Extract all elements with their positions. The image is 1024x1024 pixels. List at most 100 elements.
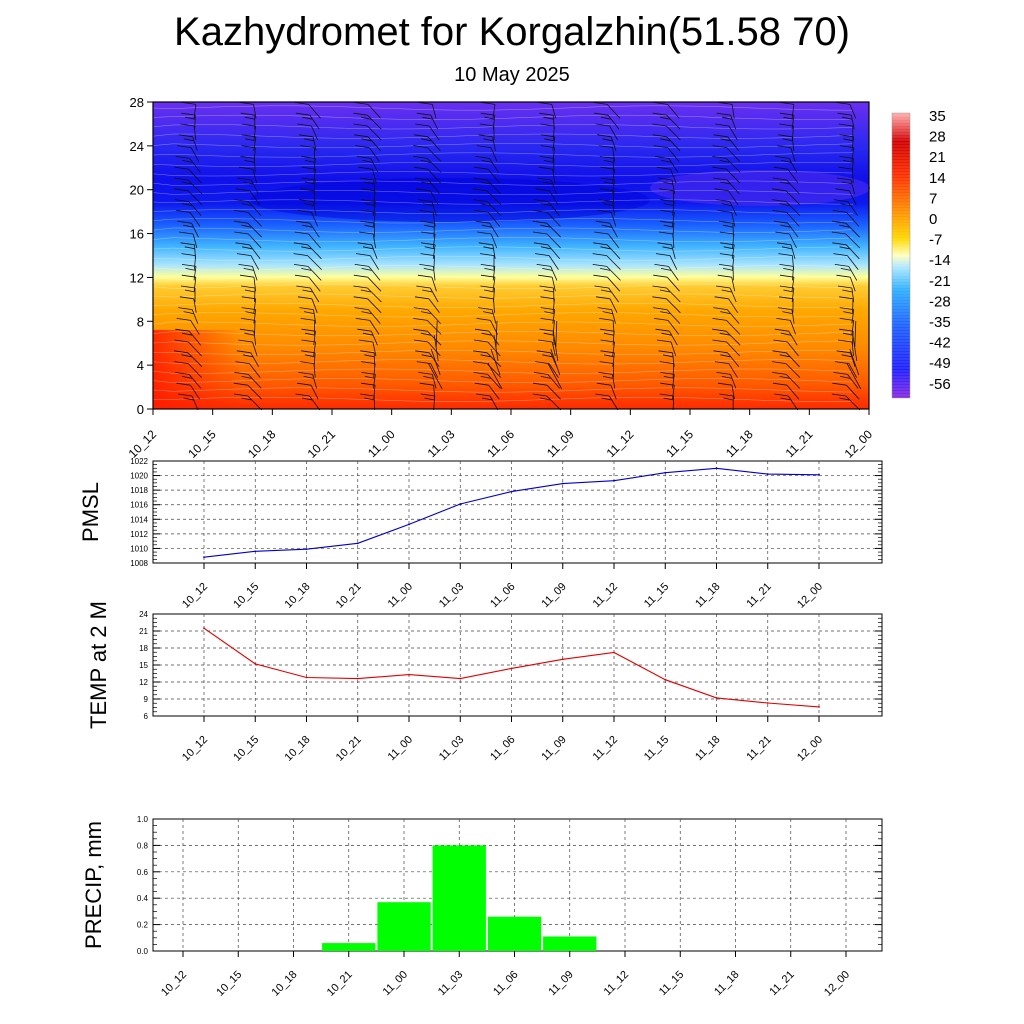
barb-flag <box>476 393 491 397</box>
barb-flag <box>597 307 612 310</box>
barb-flag <box>601 397 612 401</box>
wind-barb <box>474 328 500 346</box>
wind-barb <box>420 253 435 270</box>
x-tick-label: 11_12 <box>591 581 621 611</box>
barb-flag <box>480 203 491 206</box>
barb-staff <box>250 255 260 270</box>
barb-flag <box>478 307 493 310</box>
barb-staff <box>312 201 317 216</box>
barb-flag <box>834 264 849 267</box>
barb-flag <box>480 264 495 267</box>
barb-staff <box>612 374 616 389</box>
barb-staff <box>726 341 741 357</box>
barb-staff <box>791 309 795 324</box>
wind-barb <box>593 242 621 260</box>
barb-flag <box>301 268 312 271</box>
barb-flag <box>182 332 193 336</box>
barb-flag <box>832 382 847 386</box>
wind-barb <box>772 199 801 216</box>
barb-staff <box>190 320 200 335</box>
wind-barb <box>538 166 556 184</box>
wind-barb <box>174 339 202 357</box>
colorbar-bands <box>891 112 911 399</box>
y-tick-label: 15 <box>139 661 148 670</box>
barb-staff <box>428 352 440 368</box>
barb-flag <box>422 289 433 293</box>
contour-line <box>152 124 854 130</box>
barb-staff <box>551 341 556 357</box>
colorbar-label: -42 <box>929 335 951 352</box>
barb-staff <box>727 309 740 324</box>
wind-barb <box>476 145 498 162</box>
barb-staff <box>369 320 380 335</box>
contour-line <box>152 293 854 299</box>
wind-barb <box>832 242 860 260</box>
barb-flag <box>772 177 787 181</box>
barb-flag <box>839 328 854 332</box>
x-tick-label: 11_21 <box>744 734 774 764</box>
barb-staff <box>552 136 556 151</box>
precip-panel: 0.0 0.2 0.4 0.6 0.8 1.0 10_12 10_15 10_18 10_21 11… <box>81 815 883 999</box>
barb-staff <box>427 147 442 162</box>
barb-staff <box>428 298 440 314</box>
barb-staff <box>789 320 797 335</box>
x-tick-label: 10_12 <box>159 969 189 999</box>
barb-flag <box>715 199 731 202</box>
barb-staff <box>792 125 794 141</box>
barb-flag <box>717 210 732 213</box>
wind-barb <box>301 339 316 357</box>
barb-flag <box>300 318 315 321</box>
colorbar-labels: 35 28 21 14 7 0 -7 -14 -21 -28 -35 -42 -49 -56 <box>929 108 951 393</box>
heatmap-x-axis: 10_12 10_15 10_18 10_21 11_00 11_03 11_06 11_09… <box>126 409 875 461</box>
barb-flag <box>175 328 190 332</box>
wind-barb <box>595 393 619 411</box>
barb-flag <box>302 224 313 228</box>
barb-flag <box>181 376 193 379</box>
barb-flag <box>660 210 675 213</box>
wind-barb <box>594 285 619 303</box>
barb-flag <box>842 332 854 336</box>
wind-barb <box>419 210 436 227</box>
wind-barb <box>831 231 861 249</box>
wind-barb <box>539 285 555 303</box>
barb-staff <box>188 374 202 389</box>
barb-flag <box>841 354 852 358</box>
data-point <box>408 523 410 526</box>
barb-staff <box>666 298 681 314</box>
barb-staff <box>492 136 496 151</box>
wind-barb <box>179 296 197 313</box>
wind-barb <box>480 102 496 119</box>
wind-barb <box>597 210 617 227</box>
wind-barb <box>718 220 734 238</box>
wind-barb <box>538 339 556 357</box>
wind-barb <box>597 134 617 151</box>
y-axis-label: PMSL <box>78 482 103 542</box>
wind-barb <box>839 318 855 335</box>
contour-line <box>153 396 854 402</box>
barb-flag <box>779 112 795 116</box>
wind-barb <box>716 285 737 303</box>
barb-staff <box>788 330 798 346</box>
barb-flag <box>773 166 788 170</box>
barb-flag <box>304 181 316 185</box>
barb-staff <box>791 277 795 292</box>
barb-flag <box>839 318 854 321</box>
wind-barb <box>658 177 676 195</box>
wind-barb <box>359 177 376 195</box>
wind-barb <box>832 382 860 400</box>
barb-flag <box>540 397 551 401</box>
wind-barb <box>599 156 615 173</box>
barb-staff <box>430 115 438 130</box>
barb-flag <box>473 350 488 354</box>
wind-barb <box>300 318 316 335</box>
barb-flag <box>718 102 733 105</box>
barb-flag <box>304 354 315 358</box>
y-axis-label: TEMP at 2 M <box>86 601 111 729</box>
y-tick-label: 0.2 <box>137 921 149 930</box>
colorbar: 35 28 21 14 7 0 -7 -14 -21 -28 -35 -42 -49 -56 <box>891 108 951 399</box>
barb-flag <box>480 354 491 358</box>
x-tick-label: 11_00 <box>386 581 416 611</box>
wind-barb <box>478 307 497 324</box>
contour-line <box>152 359 854 365</box>
barb-flag <box>663 224 674 228</box>
